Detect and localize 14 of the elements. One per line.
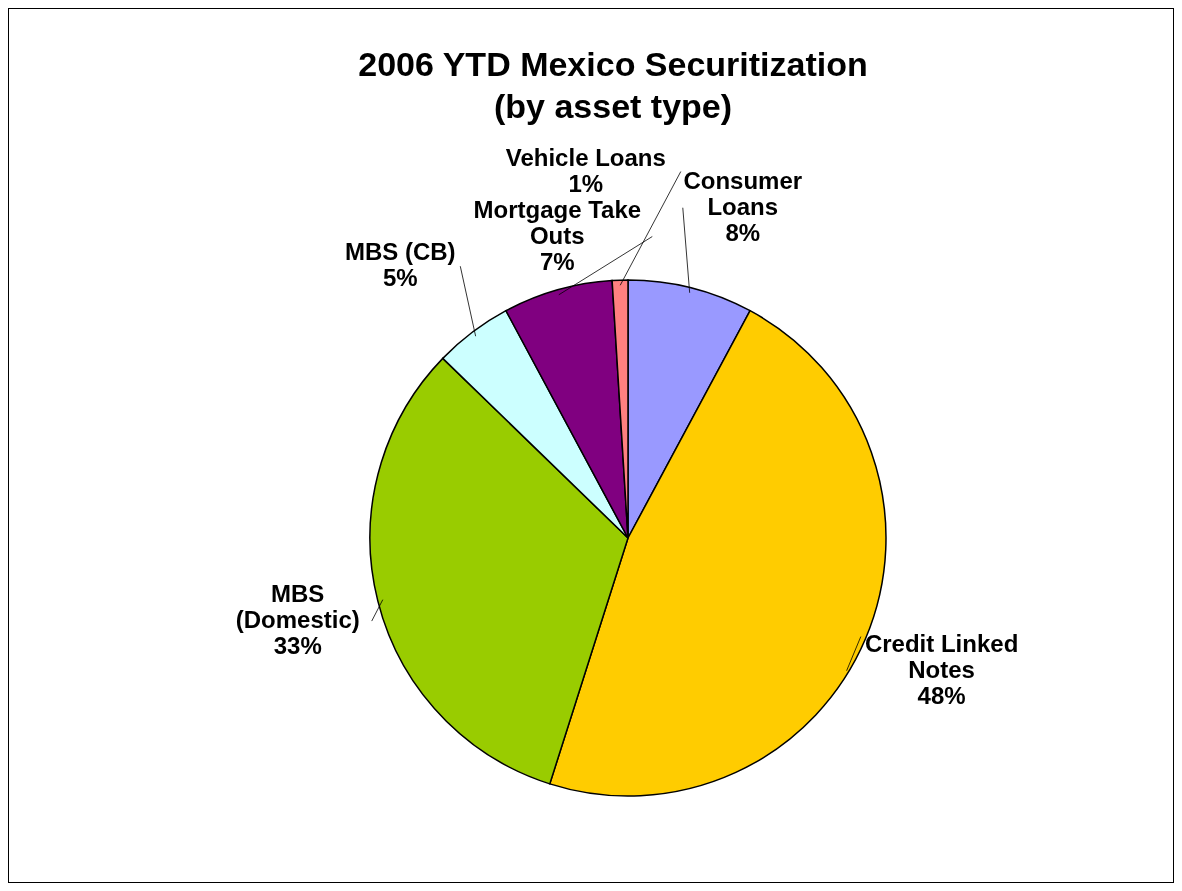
chart-subtitle: (by asset type) [493,87,733,125]
slice-label: MBS (Domestic) [235,580,360,634]
data-label: 8% [725,218,761,246]
data-label: 7% [539,247,575,275]
slice-label: Consumer Loans [683,166,803,220]
slice-label: Credit Linked Notes [864,629,1019,683]
slice-label: Mortgage Take Outs [473,195,642,249]
data-label: 48% [917,681,966,709]
chart-title: 2006 YTD Mexico Securitization [358,45,868,83]
data-label: 5% [382,264,418,292]
slice-label: MBS (CB) [344,238,456,266]
data-label: 1% [568,169,604,197]
data-label: 33% [273,632,322,660]
slice-label: Vehicle Loans [505,143,666,171]
